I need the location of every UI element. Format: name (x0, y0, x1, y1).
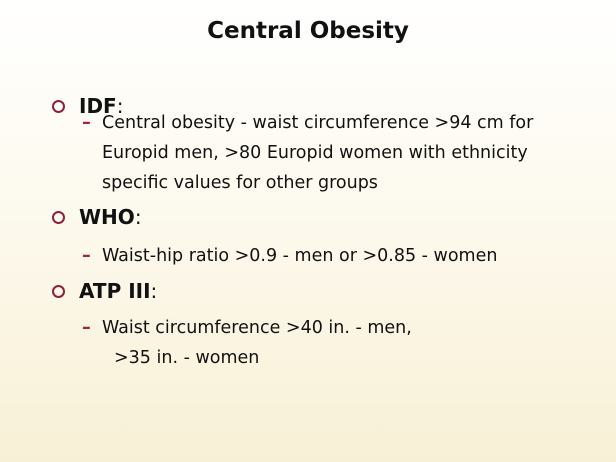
colon: : (150, 279, 158, 303)
dash-bullet-icon: – (82, 318, 91, 338)
sub-text-line: Central obesity - waist circumference >9… (102, 113, 534, 133)
sub-text-line: >35 in. - women (114, 348, 260, 368)
sub-text-line: Europid men, >80 Europid women with ethn… (102, 143, 528, 163)
circle-bullet-icon (52, 99, 65, 113)
sub-bullet-atp: – Waist circumference >40 in. - men, >35… (82, 313, 412, 373)
bullet-label: ATP III (79, 279, 151, 303)
sub-text-line: Waist-hip ratio >0.9 - men or >0.85 - wo… (102, 246, 498, 266)
sub-text-line: Waist circumference >40 in. - men, (102, 318, 412, 338)
bullet-label: WHO (79, 205, 135, 229)
colon: : (134, 205, 142, 229)
circle-bullet-icon (52, 210, 65, 224)
sub-bullet-idf: – Central obesity - waist circumference … (82, 108, 533, 198)
slide-title: Central Obesity (207, 18, 409, 44)
bullet-label: IDF (79, 94, 117, 118)
colon: : (116, 94, 124, 118)
sub-bullet-who: – Waist-hip ratio >0.9 - men or >0.85 - … (82, 241, 497, 271)
circle-bullet-icon (52, 284, 65, 298)
bullet-who: WHO: (52, 205, 142, 229)
bullet-idf: IDF: (52, 94, 123, 118)
bullet-atp: ATP III: (52, 279, 157, 303)
dash-bullet-icon: – (82, 113, 91, 133)
dash-bullet-icon: – (82, 246, 91, 266)
sub-text-line: specific values for other groups (102, 173, 378, 193)
